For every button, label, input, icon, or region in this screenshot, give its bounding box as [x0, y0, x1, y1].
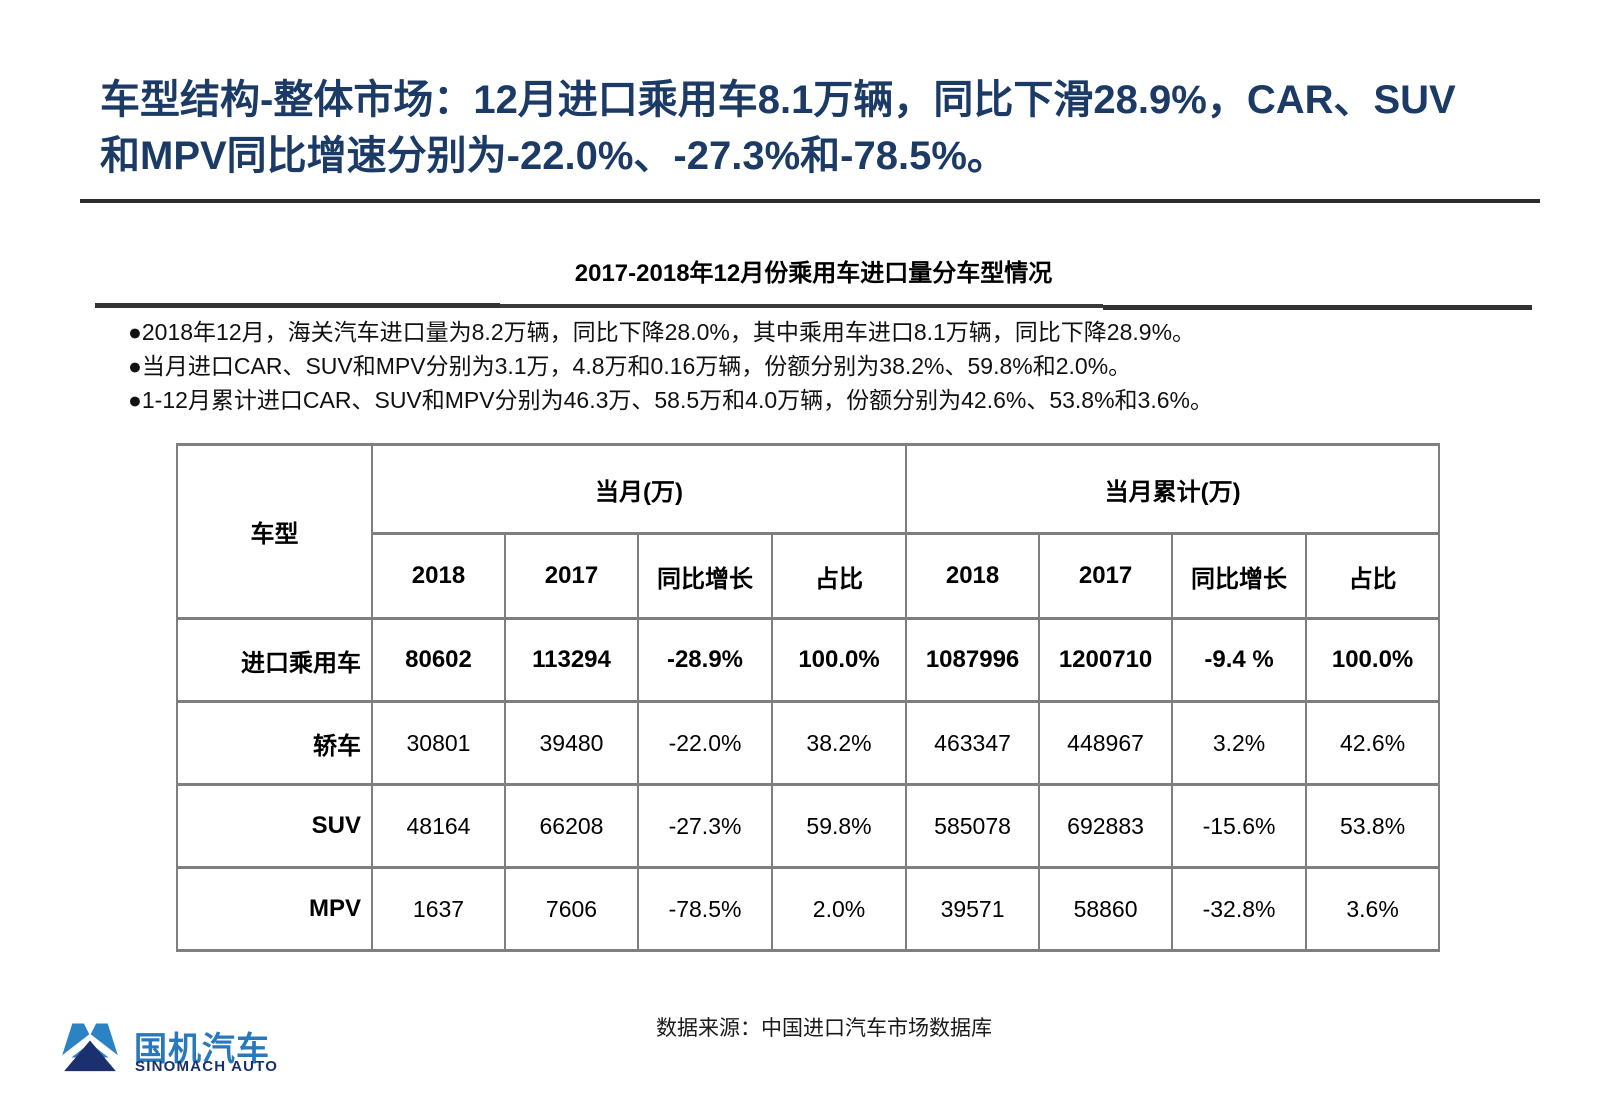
table-cell: 7606: [504, 866, 639, 952]
table-cell: 1637: [371, 866, 506, 952]
table-cell: -78.5%: [637, 866, 773, 952]
data-source-note: 数据来源：中国进口汽车市场数据库: [656, 1017, 992, 1040]
page-title-line-1: 车型结构-整体市场：12月进口乘用车8.1万辆，同比下滑28.9%，CAR、SU…: [100, 78, 1456, 122]
row-label: 进口乘用车: [176, 617, 373, 703]
logo-text-cn: 国机汽车: [134, 1030, 270, 1067]
page-title: 车型结构-整体市场：12月进口乘用车8.1万辆，同比下滑28.9%，CAR、SU…: [100, 72, 1552, 184]
table-cell: 448967: [1038, 700, 1174, 786]
bullet-item: ●当月进口CAR、SUV和MPV分别为3.1万，4.8万和0.16万辆，份额分别…: [128, 353, 1132, 379]
table-cell: 42.6%: [1305, 700, 1441, 786]
column-header-2018-cumulative: 2018: [905, 532, 1041, 620]
table-cell: -15.6%: [1171, 783, 1308, 869]
table-row-mpv: MPV 1637 7606 -78.5% 2.0% 39571 58860 -3…: [176, 866, 1441, 952]
table-cell: -27.3%: [637, 783, 773, 869]
table-cell: 38.2%: [770, 700, 908, 786]
table-cell: 692883: [1038, 783, 1174, 869]
table-cell: -22.0%: [637, 700, 773, 786]
table-cell: 59.8%: [770, 783, 908, 869]
row-label: MPV: [176, 866, 373, 952]
column-header-vehicle-type: 车型: [176, 443, 373, 620]
page-title-line-2: 和MPV同比增速分别为-22.0%、-27.3%和-78.5%。: [100, 134, 1007, 178]
column-header-2017-current: 2017: [504, 532, 639, 620]
table-cell: -9.4 %: [1171, 617, 1308, 703]
group-header-current-month: 当月(万): [370, 443, 908, 535]
table-cell: 58860: [1038, 866, 1174, 952]
bullet-list: ●2018年12月，海关汽车进口量为8.2万辆，同比下降28.0%，其中乘用车进…: [128, 315, 1478, 417]
table-cell: 48164: [371, 783, 506, 869]
table-cell: 30801: [371, 700, 506, 786]
divider-segment: [500, 304, 1103, 308]
table-cell: -32.8%: [1171, 866, 1308, 952]
column-header-share-cumulative: 占比: [1305, 532, 1441, 620]
row-label: SUV: [176, 783, 373, 869]
table-cell: 39571: [905, 866, 1041, 952]
sinomach-logo: 国机汽车 SINOMACH AUTO: [56, 1016, 376, 1082]
group-header-cumulative: 当月累计(万): [905, 443, 1441, 535]
table-cell: 585078: [905, 783, 1041, 869]
vehicle-import-table-wrap: 车型 当月(万) 当月累计(万) 2018 2017 同比增长 占比 2018 …: [176, 443, 1441, 952]
table-cell: 100.0%: [770, 617, 908, 703]
table-cell: 100.0%: [1305, 617, 1441, 703]
logo-text-en: SINOMACH AUTO: [135, 1058, 279, 1075]
table-cell: 1087996: [905, 617, 1041, 703]
table-cell: -28.9%: [637, 617, 773, 703]
table-cell: 2.0%: [770, 866, 908, 952]
table-cell: 66208: [504, 783, 639, 869]
table-cell: 463347: [905, 700, 1041, 786]
table-title: 2017-2018年12月份乘用车进口量分车型情况: [574, 260, 1053, 287]
table-cell: 39480: [504, 700, 639, 786]
bullet-item: ●1-12月累计进口CAR、SUV和MPV分别为46.3万、58.5万和4.0万…: [128, 387, 1213, 413]
vehicle-import-table: 车型 当月(万) 当月累计(万) 2018 2017 同比增长 占比 2018 …: [176, 443, 1441, 952]
bullet-item: ●2018年12月，海关汽车进口量为8.2万辆，同比下降28.0%，其中乘用车进…: [128, 319, 1196, 345]
divider-segment: [1103, 305, 1532, 310]
table-cell: 3.2%: [1171, 700, 1308, 786]
heading-divider: [95, 303, 1532, 311]
column-header-share-current: 占比: [770, 532, 908, 620]
table-row-sedan: 轿车 30801 39480 -22.0% 38.2% 463347 44896…: [176, 700, 1441, 786]
table-cell: 3.6%: [1305, 866, 1441, 952]
column-header-yoy-cumulative: 同比增长: [1171, 532, 1308, 620]
table-cell: 113294: [504, 617, 639, 703]
sinomach-mountain-icon: [56, 1023, 124, 1072]
divider-segment: [95, 303, 500, 308]
title-divider: [80, 199, 1540, 203]
table-row-imported-passenger-cars: 进口乘用车 80602 113294 -28.9% 100.0% 1087996…: [176, 617, 1441, 703]
table-cell: 1200710: [1038, 617, 1174, 703]
row-label: 轿车: [176, 700, 373, 786]
table-row-suv: SUV 48164 66208 -27.3% 59.8% 585078 6928…: [176, 783, 1441, 869]
table-cell: 80602: [371, 617, 506, 703]
column-header-yoy-current: 同比增长: [637, 532, 773, 620]
column-header-2017-cumulative: 2017: [1038, 532, 1174, 620]
table-cell: 53.8%: [1305, 783, 1441, 869]
column-header-2018-current: 2018: [371, 532, 506, 620]
